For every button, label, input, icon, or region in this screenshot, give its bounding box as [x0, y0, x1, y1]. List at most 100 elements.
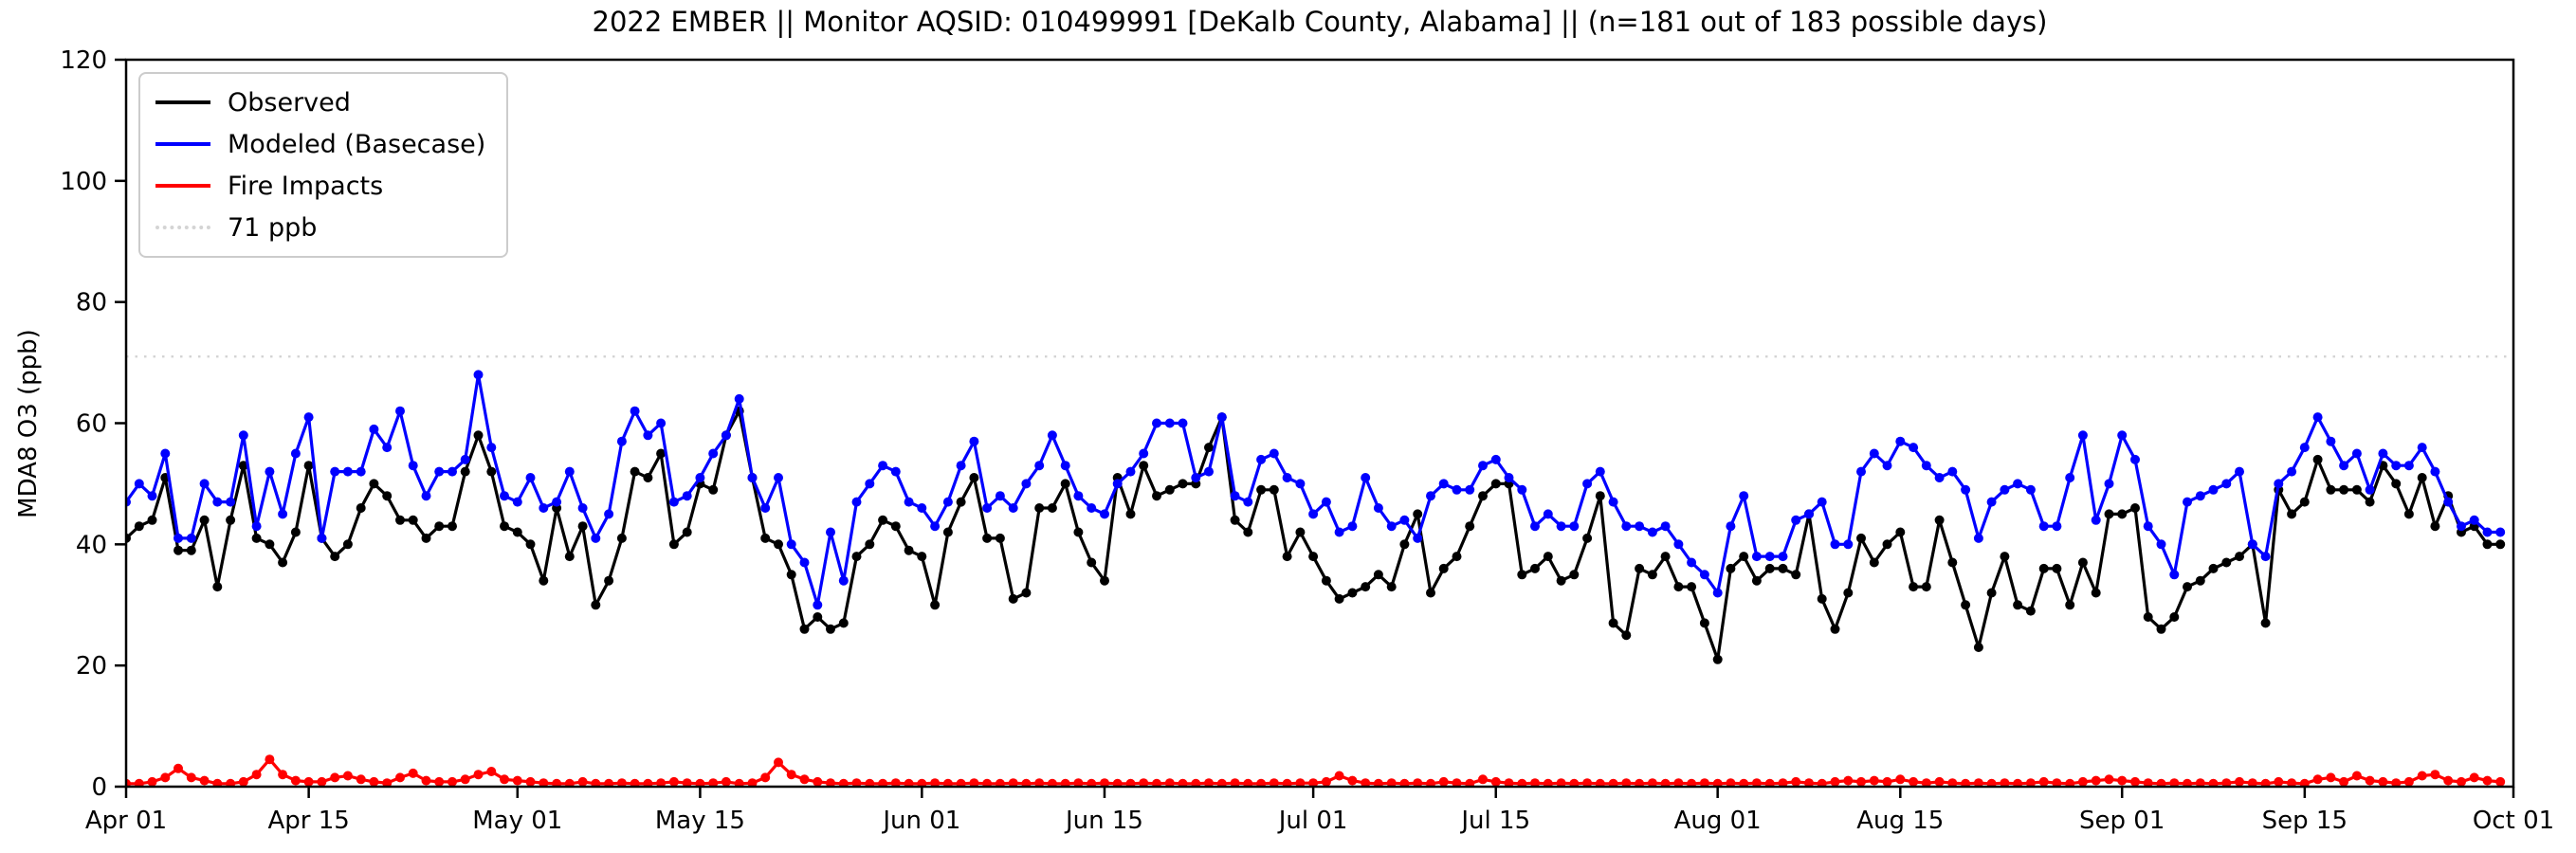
- fire-impacts-series-point: [878, 778, 888, 787]
- modeled-series-point: [1087, 503, 1097, 513]
- observed-series-point: [1152, 491, 1161, 501]
- fire-impacts-series-point: [1804, 778, 1814, 787]
- fire-impacts-series-point: [174, 763, 183, 773]
- legend-label-threshold: 71 ppb: [228, 212, 318, 243]
- fire-impacts-series-point: [160, 772, 171, 783]
- fire-impacts-series-point: [734, 778, 744, 787]
- modeled-series-point: [1882, 461, 1892, 471]
- fire-impacts-series-point: [1699, 778, 1709, 787]
- observed-series-point: [1647, 570, 1657, 580]
- modeled-series-point: [1321, 497, 1331, 507]
- modeled-series-point: [2195, 491, 2205, 501]
- modeled-series-point: [1282, 473, 1292, 482]
- fire-impacts-series-point: [2130, 776, 2140, 787]
- fire-impacts-series-point: [1164, 778, 1175, 787]
- fire-impacts-series-point: [2443, 775, 2454, 786]
- modeled-series-point: [1660, 521, 1671, 532]
- fire-impacts-series-point: [1087, 778, 1097, 787]
- fire-impacts-series-point: [577, 776, 588, 787]
- observed-series-point: [265, 539, 275, 550]
- fire-impacts-series-point: [1504, 778, 1514, 787]
- fire-impacts-series-point: [1282, 778, 1292, 787]
- observed-series-point: [1478, 491, 1488, 501]
- observed-series-point: [2430, 521, 2440, 532]
- modeled-series-point: [212, 497, 223, 507]
- observed-series-point: [826, 624, 835, 634]
- modeled-series-point: [2312, 412, 2323, 423]
- x-tick-label: Jun 15: [1064, 807, 1143, 835]
- fire-impacts-series-point: [2065, 778, 2075, 787]
- observed-series-point: [1921, 582, 1931, 592]
- observed-series-point: [1164, 484, 1175, 495]
- modeled-series-point: [1986, 497, 1997, 507]
- modeled-series-point: [1556, 521, 1566, 532]
- observed-series-point: [1139, 461, 1149, 471]
- fire-impacts-series-point: [1843, 775, 1854, 786]
- modeled-series-point: [2326, 436, 2336, 446]
- fire-impacts-series-point: [1961, 778, 1971, 787]
- modeled-series-point: [1739, 491, 1749, 501]
- modeled-series-point: [982, 503, 993, 513]
- modeled-series-point: [1530, 521, 1540, 532]
- modeled-series-point: [682, 491, 692, 501]
- modeled-series-point: [668, 497, 679, 507]
- observed-series-point: [1021, 588, 1032, 598]
- modeled-series-point: [473, 370, 484, 380]
- modeled-series-point: [500, 491, 509, 501]
- modeled-series-point: [1869, 448, 1879, 459]
- fire-impacts-series-point: [278, 770, 288, 780]
- observed-line-swatch-icon: [155, 100, 210, 104]
- observed-series-point: [1909, 582, 1919, 592]
- legend-label-observed: Observed: [228, 87, 351, 118]
- fire-impacts-series-point: [1739, 778, 1749, 787]
- modeled-series-point: [1204, 466, 1214, 477]
- modeled-series-point: [1517, 484, 1527, 495]
- observed-series-point: [838, 618, 849, 628]
- modeled-series-point: [486, 443, 497, 453]
- observed-series-point: [956, 497, 966, 507]
- observed-series-point: [1269, 484, 1279, 495]
- modeled-series-point: [2403, 461, 2414, 471]
- modeled-series-point: [2208, 484, 2219, 495]
- observed-series-point: [982, 533, 993, 543]
- observed-series-point: [1673, 582, 1684, 592]
- observed-series-point: [2025, 606, 2036, 616]
- fire-impacts-series-point: [969, 778, 979, 787]
- observed-series-point: [2299, 497, 2310, 507]
- observed-series-point: [382, 491, 393, 501]
- fire-impacts-series-point: [1934, 776, 1945, 787]
- modeled-series-point: [2365, 484, 2375, 495]
- fire-impacts-series-point: [1490, 776, 1501, 787]
- modeled-series-point: [851, 497, 862, 507]
- fire-impacts-series-point: [1830, 776, 1840, 787]
- observed-series-point: [1034, 503, 1045, 513]
- fire-impacts-series-point: [2326, 772, 2336, 783]
- fire-impacts-series-point: [212, 778, 223, 787]
- y-tick-label: 80: [76, 289, 107, 318]
- observed-series-point: [460, 466, 470, 477]
- modeled-series-point: [2417, 443, 2427, 453]
- modeled-series-point: [643, 430, 653, 441]
- observed-series-point: [226, 515, 236, 525]
- observed-series-point: [1699, 618, 1709, 628]
- fire-impacts-series-point: [2299, 778, 2310, 787]
- observed-series-point: [147, 515, 157, 525]
- modeled-series-point: [2351, 448, 2362, 459]
- observed-series-point: [1934, 515, 1945, 525]
- fire-impacts-series-point: [303, 776, 314, 787]
- fire-impacts-series-point: [838, 778, 849, 787]
- observed-series-point: [199, 515, 210, 525]
- fire-impacts-series-point: [147, 776, 157, 787]
- fire-impacts-series-point: [2274, 776, 2284, 787]
- fire-impacts-series-point: [473, 770, 484, 780]
- observed-series-point: [134, 521, 144, 532]
- modeled-series-point: [369, 424, 379, 434]
- modeled-series-point: [630, 406, 640, 416]
- modeled-series-point: [1295, 479, 1306, 489]
- fire-impacts-series-point: [1517, 778, 1527, 787]
- fire-impacts-series-point: [434, 776, 445, 787]
- observed-series-point: [2482, 539, 2493, 550]
- modeled-series-point: [1921, 461, 1931, 471]
- modeled-series-point: [1504, 473, 1514, 482]
- observed-series-point: [356, 503, 366, 513]
